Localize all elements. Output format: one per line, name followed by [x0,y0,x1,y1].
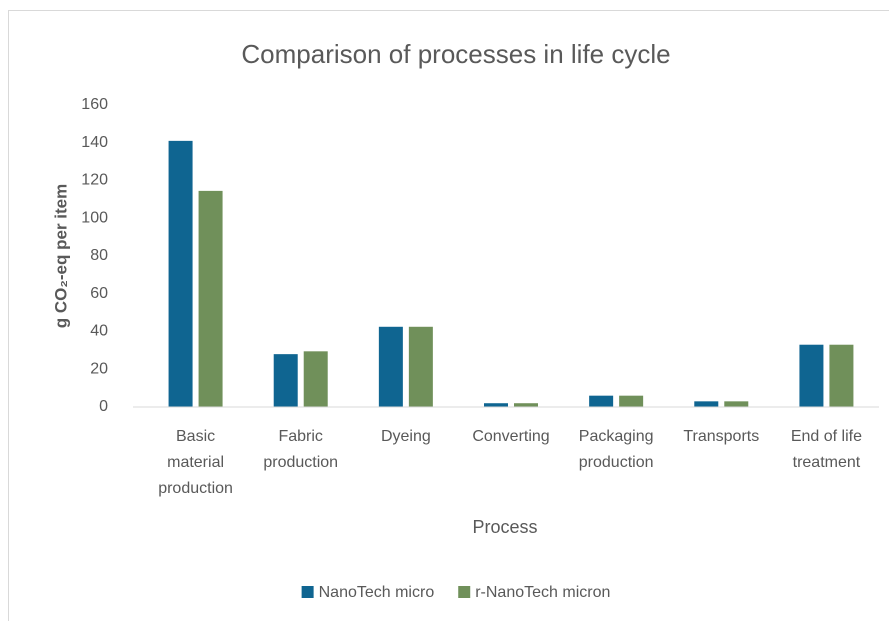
bar [829,344,854,407]
legend-swatch [301,586,314,598]
y-tick-label: 160 [81,96,108,113]
bar [168,140,193,408]
bar [619,395,644,407]
y-tick-label: 40 [90,323,108,340]
x-tick-label: Dyeing [380,428,431,445]
legend-label: NanoTech micro [319,584,435,601]
x-tick-label: Converting [472,428,550,445]
bar [514,403,538,407]
x-tick-label: End of life treatment [790,428,862,471]
legend-swatch [458,586,471,598]
chart-border [8,10,889,621]
bar [198,190,223,407]
y-tick-label: 80 [90,247,108,264]
x-tick-label: Fabric production [263,428,339,471]
y-tick-label: 140 [81,134,108,151]
bar [724,401,749,407]
x-axis-title: Process [472,517,537,537]
bar [408,326,433,407]
bar [484,403,508,407]
bar [378,326,403,407]
legend-label: r-NanoTech micron [475,584,610,601]
bar [589,395,614,407]
x-tick-label: Packaging production [578,428,654,471]
y-tick-label: 0 [99,398,108,415]
y-tick-label: 100 [81,209,108,226]
bar [273,354,298,407]
y-axis-title: g CO₂-eq per item [51,184,70,329]
y-tick-label: 20 [90,360,108,377]
bar [694,401,719,407]
y-tick-label: 120 [81,172,108,189]
bar [303,351,328,407]
bar [799,344,824,407]
chart-title: Comparison of processes in life cycle [241,39,670,69]
x-tick-label: Transports [683,428,760,445]
y-tick-label: 60 [90,285,108,302]
x-tick-label: Basic material production [158,428,233,497]
